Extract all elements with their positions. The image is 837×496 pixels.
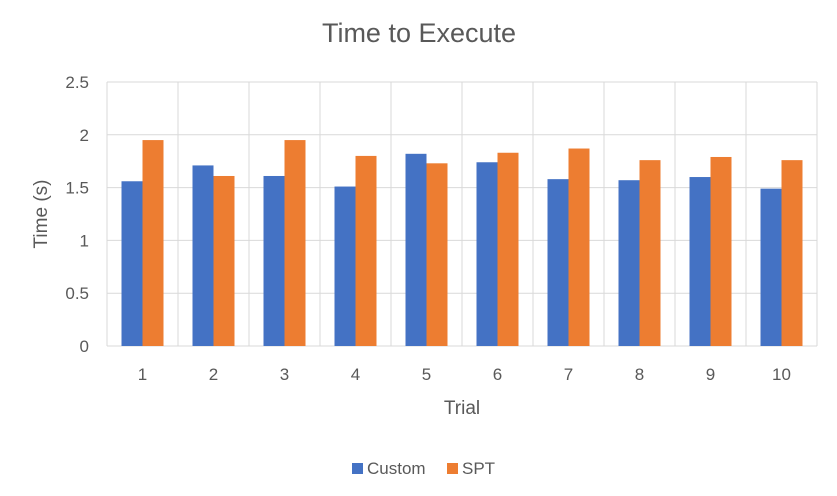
x-tick-label: 3 (280, 365, 289, 384)
bar-custom (618, 180, 640, 346)
bar-spt (639, 160, 661, 346)
legend-swatch-spt (447, 463, 458, 474)
y-axis-title: Time (s) (31, 180, 52, 249)
bar-spt (781, 160, 803, 346)
x-tick-label: 2 (209, 365, 218, 384)
bar-spt (497, 152, 519, 346)
x-tick-label: 10 (772, 365, 791, 384)
bar-spt (213, 175, 235, 346)
bar-spt (426, 163, 448, 346)
y-tick-labels: 0 0.5 1 1.5 2 2.5 (65, 73, 89, 356)
x-tick-label: 4 (351, 365, 360, 384)
bar-spt (284, 140, 306, 346)
bar-custom (547, 179, 569, 346)
y-tick-label: 0 (80, 337, 89, 356)
bars (121, 140, 803, 346)
bar-spt (710, 156, 732, 346)
x-tick-label: 5 (422, 365, 431, 384)
bar-custom (760, 188, 782, 346)
bar-custom (192, 165, 214, 346)
y-tick-label: 2.5 (65, 73, 89, 92)
x-tick-label: 7 (564, 365, 573, 384)
legend-label-custom: Custom (367, 459, 426, 478)
y-tick-label: 2 (80, 126, 89, 145)
bar-custom (334, 186, 356, 346)
x-tick-label: 8 (635, 365, 644, 384)
legend-swatch-custom (352, 463, 363, 474)
bar-spt (142, 140, 164, 346)
legend: Custom SPT (352, 459, 495, 478)
legend-label-spt: SPT (462, 459, 495, 478)
bar-spt (355, 155, 377, 346)
x-tick-label: 6 (493, 365, 502, 384)
bar-spt (568, 148, 590, 346)
bar-custom (121, 181, 143, 346)
y-tick-label: 0.5 (65, 284, 89, 303)
x-tick-label: 9 (706, 365, 715, 384)
bar-custom (476, 162, 498, 346)
y-tick-label: 1 (80, 231, 89, 250)
x-axis-title: Trial (444, 398, 480, 419)
x-tick-labels: 1 2 3 4 5 6 7 8 9 10 (138, 365, 791, 384)
x-tick-label: 1 (138, 365, 147, 384)
y-tick-label: 1.5 (65, 179, 89, 198)
bar-custom (263, 175, 285, 346)
bar-custom (405, 153, 427, 346)
bar-custom (689, 177, 711, 346)
chart-title: Time to Execute (322, 18, 516, 48)
